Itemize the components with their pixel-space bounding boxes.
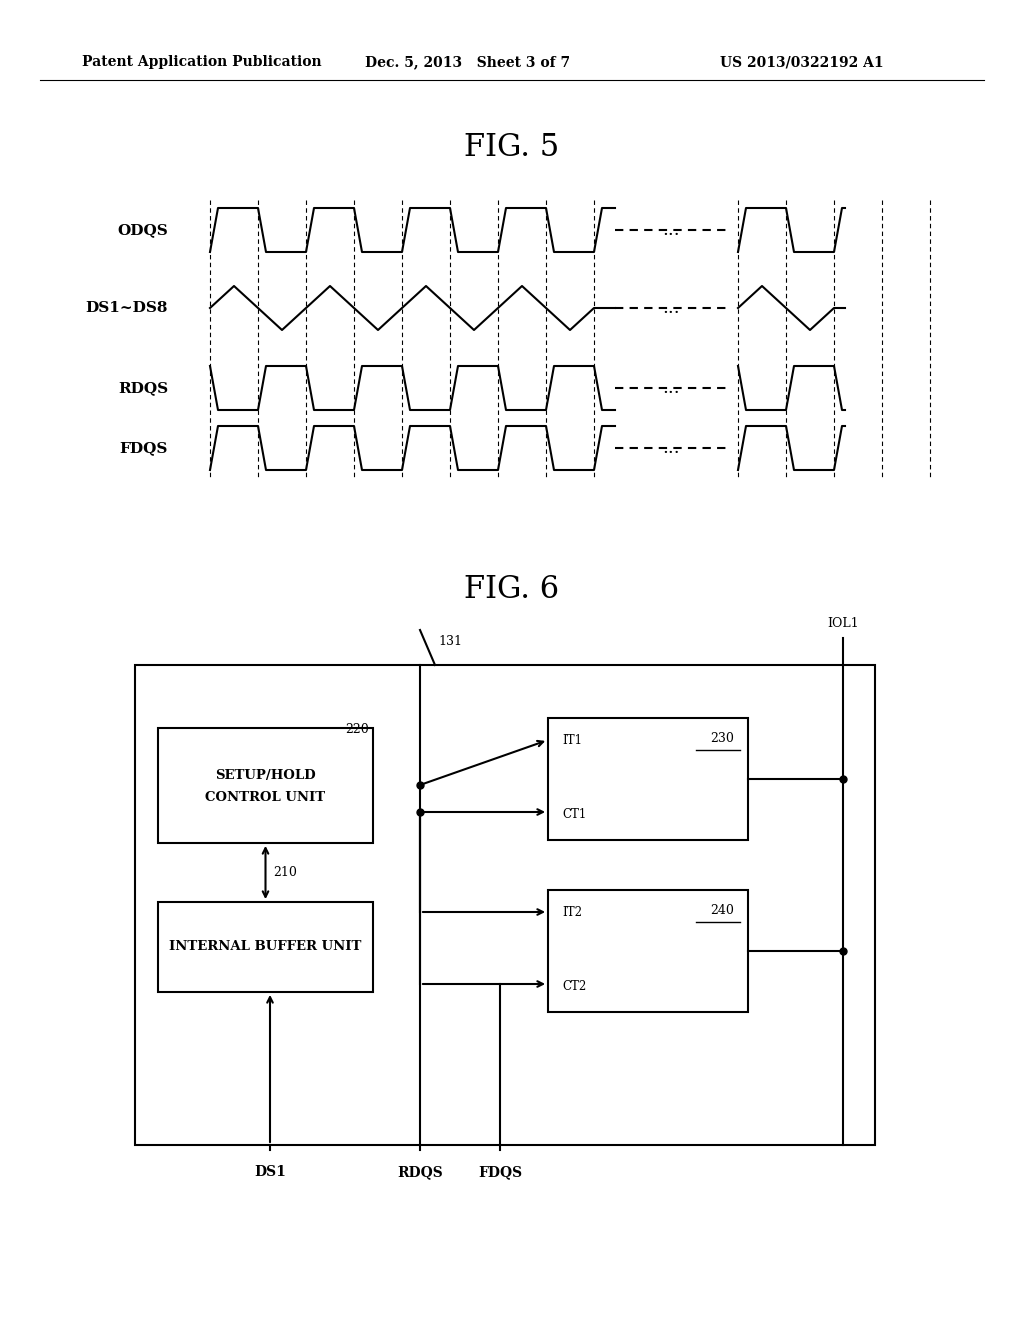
Text: US 2013/0322192 A1: US 2013/0322192 A1 xyxy=(720,55,884,69)
Text: RDQS: RDQS xyxy=(397,1166,442,1179)
Text: IOL1: IOL1 xyxy=(827,616,859,630)
Text: Dec. 5, 2013   Sheet 3 of 7: Dec. 5, 2013 Sheet 3 of 7 xyxy=(365,55,570,69)
Bar xyxy=(158,729,373,843)
Text: FDQS: FDQS xyxy=(120,441,168,455)
Text: SETUP/HOLD: SETUP/HOLD xyxy=(215,770,315,781)
Text: ...: ... xyxy=(663,379,680,397)
Text: INTERNAL BUFFER UNIT: INTERNAL BUFFER UNIT xyxy=(169,940,361,953)
Text: FDQS: FDQS xyxy=(478,1166,522,1179)
Text: IT2: IT2 xyxy=(562,906,582,919)
Text: ...: ... xyxy=(663,300,680,317)
Text: ...: ... xyxy=(663,440,680,457)
Bar xyxy=(548,890,748,1012)
Text: FIG. 6: FIG. 6 xyxy=(465,574,559,606)
Text: DS1~DS8: DS1~DS8 xyxy=(85,301,168,315)
Text: ODQS: ODQS xyxy=(118,223,168,238)
Bar xyxy=(135,665,874,1144)
Bar xyxy=(158,902,373,993)
Text: RDQS: RDQS xyxy=(118,381,168,395)
Text: Patent Application Publication: Patent Application Publication xyxy=(82,55,322,69)
Text: 220: 220 xyxy=(345,723,369,737)
Text: 240: 240 xyxy=(710,904,734,917)
Bar xyxy=(548,718,748,840)
Text: IT1: IT1 xyxy=(562,734,582,747)
Text: 131: 131 xyxy=(438,635,462,648)
Text: 230: 230 xyxy=(710,733,734,744)
Text: FIG. 5: FIG. 5 xyxy=(464,132,560,164)
Text: CT1: CT1 xyxy=(562,808,587,821)
Text: 210: 210 xyxy=(273,866,297,879)
Text: ...: ... xyxy=(663,220,680,239)
Text: CT2: CT2 xyxy=(562,979,587,993)
Text: CONTROL UNIT: CONTROL UNIT xyxy=(206,791,326,804)
Text: DS1: DS1 xyxy=(254,1166,286,1179)
